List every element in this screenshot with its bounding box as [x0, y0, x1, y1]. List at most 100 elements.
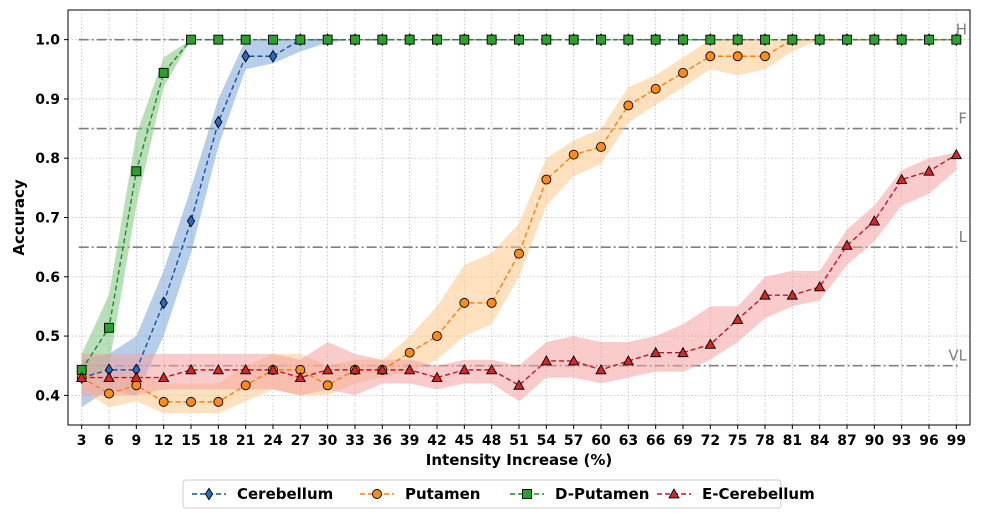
data-point — [240, 380, 251, 391]
x-tick-label: 30 — [318, 433, 338, 449]
data-point — [185, 363, 197, 375]
x-tick-label: 18 — [209, 433, 228, 449]
data-point — [950, 148, 963, 160]
data-point — [485, 363, 498, 375]
confidence-band — [81, 39, 957, 384]
data-point — [596, 141, 606, 152]
x-tick-label: 75 — [728, 433, 747, 449]
data-point — [376, 363, 389, 375]
legend-box — [182, 479, 782, 509]
data-point — [841, 239, 853, 250]
threshold-label: H — [956, 21, 967, 39]
data-point — [349, 363, 361, 375]
x-tick-label: 72 — [701, 433, 720, 449]
data-point — [895, 173, 908, 184]
series-line — [81, 154, 957, 387]
data-point — [595, 363, 607, 375]
confidence-band — [81, 39, 957, 414]
y-tick-label: 1.0 — [35, 33, 60, 49]
data-point — [486, 34, 497, 45]
x-tick-label: 96 — [919, 433, 938, 449]
series-line — [81, 38, 957, 403]
data-point — [650, 83, 661, 94]
data-point — [130, 371, 143, 382]
data-point — [158, 396, 169, 407]
legend-label: E-Cerebellum — [702, 485, 815, 503]
data-point — [186, 34, 196, 45]
data-point — [214, 115, 223, 129]
data-point — [540, 355, 553, 366]
data-point — [786, 289, 799, 300]
data-point — [157, 371, 170, 382]
data-point — [704, 338, 717, 349]
data-point — [732, 34, 743, 45]
x-tick-label: 48 — [482, 433, 501, 449]
x-tick-label: 99 — [947, 433, 966, 449]
x-tick-label: 27 — [291, 433, 310, 449]
data-point — [186, 214, 196, 228]
data-point — [322, 380, 333, 391]
x-tick-label: 21 — [236, 433, 255, 449]
data-point — [186, 396, 196, 407]
y-tick-label: 0.7 — [35, 211, 60, 227]
data-point — [104, 388, 114, 399]
data-point — [567, 355, 580, 366]
data-point — [158, 67, 169, 78]
data-point — [813, 280, 826, 292]
data-point — [705, 51, 716, 62]
data-point — [213, 396, 224, 407]
x-tick-label: 78 — [755, 433, 774, 449]
data-point — [432, 34, 442, 45]
y-tick-label: 0.8 — [35, 151, 60, 167]
data-point — [103, 371, 115, 382]
data-point — [267, 363, 279, 375]
data-point — [514, 248, 524, 259]
y-tick-label: 0.9 — [35, 92, 60, 108]
data-point — [404, 347, 415, 358]
y-tick-label: 0.4 — [35, 388, 60, 404]
data-point — [104, 322, 114, 333]
x-tick-label: 24 — [263, 433, 283, 449]
data-point — [212, 363, 225, 375]
data-point — [213, 34, 224, 45]
x-tick-label: 69 — [673, 433, 692, 449]
data-point — [568, 149, 579, 160]
data-point — [868, 215, 881, 226]
legend-marker — [372, 489, 382, 499]
legend: Cerebellum Putamen D-Putamen E-Cerebellum — [182, 479, 815, 509]
data-point — [541, 34, 552, 45]
data-point — [404, 34, 415, 45]
data-point — [923, 165, 935, 176]
data-point — [924, 34, 934, 45]
data-point — [377, 34, 388, 45]
data-point — [677, 346, 689, 358]
data-point — [787, 34, 798, 45]
series-markers — [75, 33, 963, 407]
data-point — [951, 34, 962, 45]
legend-entry: Putamen — [360, 485, 480, 503]
legend-marker — [522, 489, 532, 499]
legend-entry: Cerebellum — [192, 485, 333, 503]
x-tick-label: 90 — [865, 433, 885, 449]
threshold-label: L — [959, 228, 968, 246]
data-point — [568, 34, 579, 45]
data-point — [322, 34, 333, 45]
x-tick-label: 45 — [455, 433, 474, 449]
x-tick-label: 60 — [591, 433, 611, 449]
data-point — [240, 34, 251, 45]
data-point — [732, 51, 743, 62]
x-tick-label: 63 — [619, 433, 638, 449]
data-point — [513, 379, 525, 390]
data-point — [268, 34, 278, 45]
data-point — [896, 34, 907, 45]
x-tick-label: 15 — [181, 433, 200, 449]
data-point — [514, 34, 524, 45]
data-point — [842, 34, 852, 45]
data-point — [486, 297, 497, 308]
x-tick-label: 36 — [373, 433, 392, 449]
x-tick-label: 33 — [345, 433, 364, 449]
data-point — [432, 331, 442, 342]
y-tick-label: 0.5 — [35, 329, 60, 345]
data-point — [131, 166, 142, 177]
